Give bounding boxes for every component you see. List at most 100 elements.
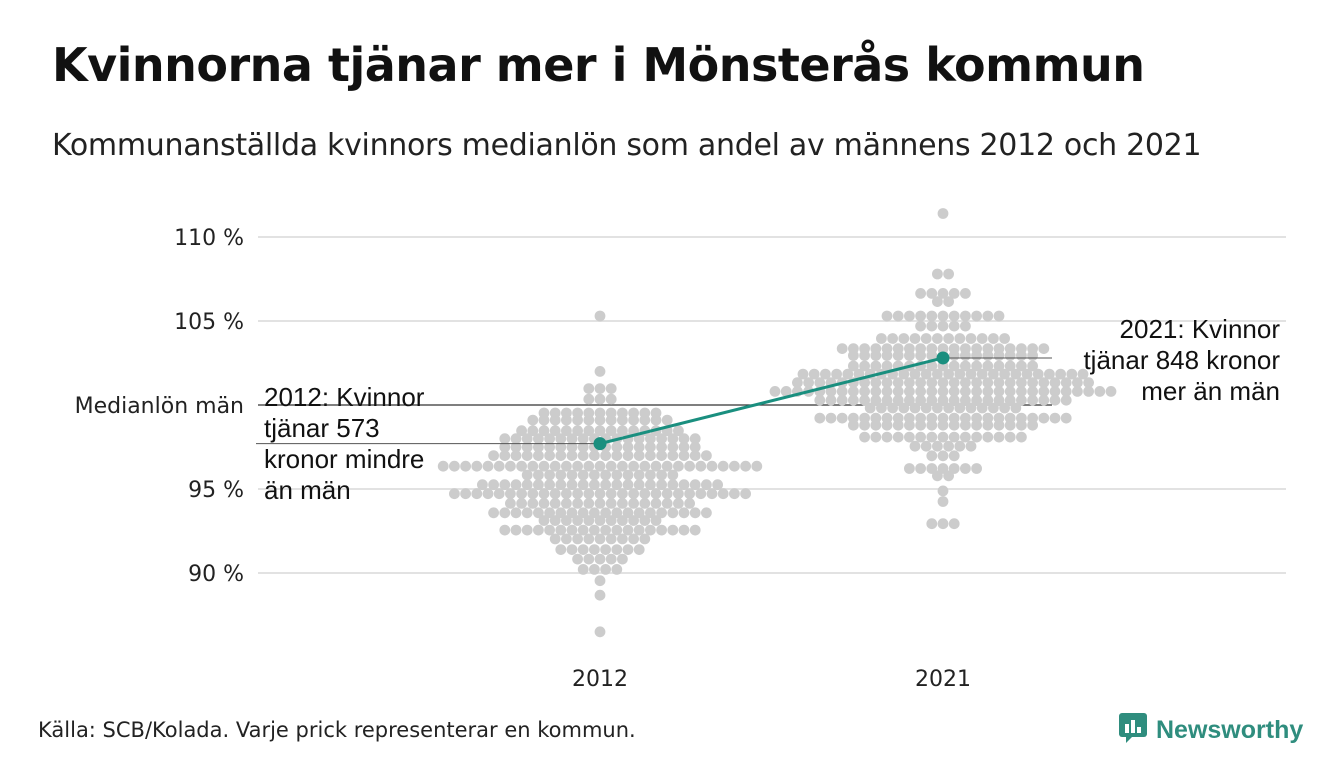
swarm-dot — [971, 377, 982, 388]
swarm-dot — [689, 507, 701, 519]
swarm-dot — [982, 419, 994, 431]
swarm-dot — [1038, 386, 1050, 397]
swarm-dot — [831, 368, 842, 380]
swarm-dot — [887, 402, 898, 414]
chart-subtitle: Kommunanställda kvinnors medianlön som a… — [52, 128, 1202, 163]
swarm-dot — [1010, 368, 1022, 380]
swarm-dot — [1027, 377, 1038, 388]
swarm-dot — [678, 524, 690, 536]
newsworthy-logo-icon — [1118, 712, 1148, 748]
swarm-dot — [892, 310, 904, 322]
swarm-dot — [549, 425, 561, 437]
swarm-dot — [521, 469, 533, 481]
swarm-dot — [988, 333, 999, 344]
swarm-dot — [611, 524, 623, 536]
swarm-dot — [572, 460, 583, 472]
swarm-dot — [960, 431, 971, 443]
swarm-dot — [870, 386, 882, 397]
swarm-dot — [825, 386, 837, 397]
highlight-point — [593, 437, 607, 451]
swarm-dot — [1016, 350, 1027, 361]
swarm-dot — [904, 394, 915, 406]
swarm-dot — [988, 402, 999, 414]
swarm-dot — [717, 460, 729, 472]
swarm-dot — [926, 419, 938, 431]
swarm-dot — [533, 441, 544, 453]
swarm-dot — [617, 553, 628, 565]
swarm-dot — [533, 524, 544, 536]
swarm-dot — [1010, 402, 1022, 414]
swarm-dot — [954, 402, 966, 414]
swarm-dot — [1016, 360, 1027, 372]
swarm-dot — [633, 469, 645, 481]
swarm-dot — [678, 450, 690, 461]
swarm-dot — [561, 414, 572, 426]
swarm-dot — [650, 460, 662, 472]
swarm-dot — [1016, 386, 1027, 397]
swarm-dot — [639, 460, 651, 472]
swarm-dot — [1004, 377, 1016, 388]
swarm-dot — [577, 524, 589, 536]
swarm-dot — [589, 469, 600, 481]
swarm-dot — [594, 589, 606, 601]
swarm-dot — [1004, 386, 1016, 397]
swarm-dot — [572, 533, 583, 545]
swarm-dot — [622, 450, 634, 461]
swarm-dot — [544, 524, 555, 536]
swarm-dot — [960, 320, 971, 332]
swarm-dot — [729, 460, 740, 472]
swarm-dot — [848, 360, 859, 372]
grid-lines — [258, 236, 1286, 574]
swarm-dot — [1016, 419, 1027, 431]
swarm-dot — [572, 414, 583, 426]
swarm-dot — [1083, 377, 1094, 388]
swarm-dot — [971, 431, 982, 443]
swarm-dot — [926, 310, 938, 322]
swarm-dot — [943, 268, 954, 280]
swarm-dot — [695, 488, 707, 500]
swarm-dot — [1049, 412, 1061, 424]
swarm-dot — [1055, 368, 1066, 380]
swarm-dot — [594, 425, 606, 437]
swarm-dot — [510, 479, 522, 491]
annotation-text-line: 2012: Kvinnor — [264, 382, 425, 412]
swarm-dot — [622, 469, 634, 481]
swarm-dot — [555, 479, 567, 491]
swarm-dot — [510, 433, 522, 445]
swarm-dot — [780, 386, 792, 397]
swarm-dot — [960, 350, 971, 361]
swarm-dot — [1016, 431, 1027, 443]
swarm-dot — [717, 488, 729, 500]
swarm-dot — [932, 470, 943, 482]
swarm-dot — [482, 460, 494, 472]
swarm-dot — [561, 460, 572, 472]
swarm-dot — [611, 469, 623, 481]
swarm-dot — [521, 441, 533, 453]
swarm-dot — [555, 469, 567, 481]
swarm-dot — [701, 450, 712, 461]
swarm-dot — [870, 431, 882, 443]
swarm-dot — [583, 488, 595, 500]
swarm-dot — [572, 488, 583, 500]
swarm-dot — [516, 425, 527, 437]
swarm-dot — [605, 383, 617, 394]
swarm-dot — [825, 412, 837, 424]
swarm-dot — [937, 463, 949, 474]
swarm-dot — [1004, 360, 1016, 372]
swarm-dot — [505, 488, 516, 500]
swarm-dot — [982, 310, 994, 322]
swarm-dot — [814, 377, 826, 388]
swarm-dot — [712, 479, 723, 491]
swarm-dot — [667, 441, 679, 453]
swarm-dot — [948, 419, 960, 431]
swarm-dot — [1038, 343, 1050, 354]
swarm-dot — [673, 425, 684, 437]
swarm-dot — [937, 431, 949, 443]
swarm-dot — [577, 450, 589, 461]
swarm-dot — [1083, 386, 1094, 397]
swarm-dot — [605, 414, 617, 426]
swarm-dot — [915, 377, 926, 388]
swarm-dot — [544, 507, 555, 519]
swarm-dot — [993, 419, 1005, 431]
